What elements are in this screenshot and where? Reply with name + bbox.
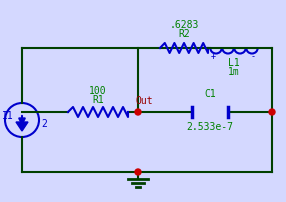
Circle shape bbox=[135, 169, 141, 175]
Polygon shape bbox=[16, 122, 28, 131]
Text: +: + bbox=[211, 52, 216, 61]
Text: R2: R2 bbox=[178, 29, 190, 39]
Circle shape bbox=[135, 109, 141, 115]
Text: -: - bbox=[251, 52, 256, 61]
Text: 2: 2 bbox=[41, 119, 47, 129]
Text: Out: Out bbox=[136, 96, 154, 106]
Text: I1: I1 bbox=[2, 111, 14, 121]
Circle shape bbox=[269, 109, 275, 115]
Text: C1: C1 bbox=[204, 89, 216, 99]
Text: 1m: 1m bbox=[228, 67, 240, 77]
Text: .6283: .6283 bbox=[169, 20, 199, 30]
Text: 100: 100 bbox=[89, 86, 107, 96]
Text: L1: L1 bbox=[228, 58, 240, 68]
Text: 2.533e-7: 2.533e-7 bbox=[186, 122, 233, 132]
Text: R1: R1 bbox=[92, 95, 104, 105]
